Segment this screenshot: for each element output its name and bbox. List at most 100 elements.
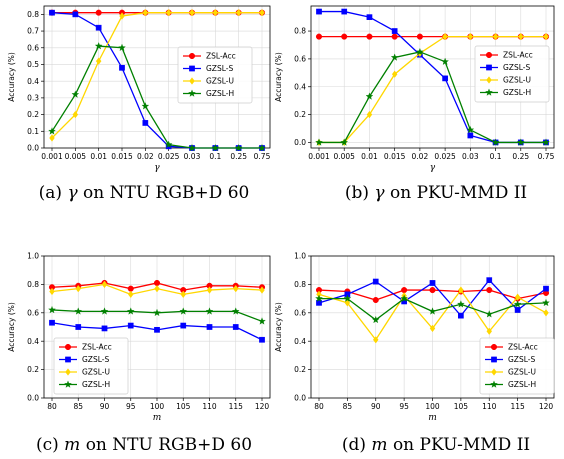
y-tick-label: 0.8: [294, 280, 306, 289]
data-point: [429, 287, 436, 294]
x-tick-label: 0.02: [137, 152, 154, 161]
x-tick-label: 0.75: [254, 152, 271, 161]
data-point: [142, 120, 149, 126]
data-point: [491, 138, 500, 146]
y-tick-label: 0.6: [294, 308, 306, 317]
x-tick-label: 90: [100, 402, 110, 411]
data-point: [180, 290, 187, 299]
chart-panel-2: 0.0 0.2 0.4 0.6 0.8 1.0 80 85 90 95 100 105 110 115 12…: [7, 252, 271, 455]
data-point: [458, 286, 464, 294]
legend-label: GZSL-S: [206, 64, 233, 73]
x-tick-label: 0.025: [158, 152, 180, 161]
chart-panel-3: 0.0 0.2 0.4 0.6 0.8 1.0 80 85 90 95 100 105 110 115 12…: [274, 252, 555, 455]
data-point: [100, 307, 109, 315]
data-point: [441, 57, 449, 65]
data-point: [341, 8, 348, 15]
legend-label: GZSL-H: [206, 89, 234, 98]
data-point: [543, 32, 549, 41]
data-point: [231, 307, 240, 315]
legend: ZSL-Acc GZSL-S GZSL-U GZSL-H: [474, 45, 550, 103]
y-tick-label: 0.2: [294, 110, 306, 119]
legend-label: GZSL-H: [508, 380, 536, 389]
x-tick-label: 0.03: [184, 152, 201, 161]
legend-marker: [491, 368, 497, 376]
legend-marker: [486, 64, 492, 71]
y-tick-label: 0.1: [27, 127, 39, 136]
x-tick-label: 105: [454, 402, 469, 411]
x-tick-label: 0.001: [41, 152, 63, 161]
y-tick-label: 0.4: [294, 337, 306, 346]
data-point: [75, 284, 82, 293]
legend-marker: [65, 368, 71, 376]
data-point: [371, 315, 380, 324]
caption-prefix: (c): [36, 435, 64, 455]
x-tick-label: 0.015: [384, 152, 406, 161]
data-point: [543, 285, 549, 292]
data-point: [48, 127, 56, 135]
legend-marker: [188, 89, 196, 97]
data-point: [49, 319, 55, 326]
data-point: [71, 90, 80, 98]
y-tick-label: 0.8: [294, 27, 306, 36]
series-gzsl-u: [49, 280, 265, 299]
data-point: [206, 324, 213, 330]
x-tick-label: 0.001: [308, 152, 330, 161]
data-point: [416, 33, 423, 40]
x-tick-label: 95: [126, 402, 136, 411]
y-tick-label: 0.4: [27, 77, 39, 86]
legend-marker: [189, 77, 195, 85]
caption-prefix: (b): [345, 183, 375, 203]
data-point: [315, 33, 323, 40]
data-point: [365, 92, 374, 100]
data-point: [75, 324, 82, 330]
data-point: [189, 8, 195, 17]
data-point: [127, 322, 134, 329]
legend-marker: [491, 356, 497, 363]
x-tick-label: 105: [176, 402, 191, 411]
data-point: [401, 287, 408, 294]
x-tick-label: 0.1: [490, 152, 502, 161]
panel-caption: (d) m on PKU-MMD II: [342, 435, 530, 455]
y-tick-label: 0.0: [294, 138, 306, 147]
y-tick-label: 0.2: [27, 110, 39, 119]
caption-variable: γ: [374, 183, 385, 203]
series-gzsl-u: [316, 286, 549, 344]
data-point: [429, 324, 436, 333]
data-point: [486, 287, 493, 294]
x-tick-label: 85: [73, 402, 83, 411]
x-tick-label: 85: [343, 402, 353, 411]
data-point: [164, 140, 173, 148]
data-point: [259, 286, 265, 294]
legend-marker: [64, 380, 72, 388]
data-point: [466, 125, 475, 134]
y-tick-label: 1.0: [294, 252, 306, 261]
x-tick-label: 115: [229, 402, 244, 411]
x-tick-label: 90: [371, 402, 381, 411]
x-tick-label: 0.015: [111, 152, 133, 161]
y-tick-label: 0.7: [27, 27, 39, 36]
data-point: [259, 336, 265, 343]
data-point: [258, 143, 266, 152]
data-point: [119, 64, 125, 71]
data-point: [259, 8, 265, 17]
data-point: [391, 28, 398, 34]
data-point: [101, 280, 108, 289]
y-tick-label: 0.4: [27, 337, 39, 346]
y-tick-label: 0.2: [294, 365, 306, 374]
series-line: [319, 35, 546, 144]
x-axis-label: γ: [430, 163, 436, 173]
legend-label: GZSL-U: [508, 368, 536, 377]
legend-box: [177, 46, 253, 104]
x-tick-label: 100: [150, 402, 165, 411]
data-point: [119, 12, 125, 20]
y-tick-label: 0.2: [27, 365, 39, 374]
legend-marker: [65, 356, 71, 363]
caption-variable: m: [64, 435, 80, 455]
data-point: [49, 134, 55, 142]
y-tick-label: 0.8: [27, 10, 39, 19]
data-point: [486, 327, 493, 335]
legend-label: GZSL-U: [82, 368, 110, 377]
data-point: [372, 296, 379, 304]
legend-label: ZSL-Acc: [82, 343, 112, 352]
y-tick-label: 0.6: [27, 43, 39, 52]
